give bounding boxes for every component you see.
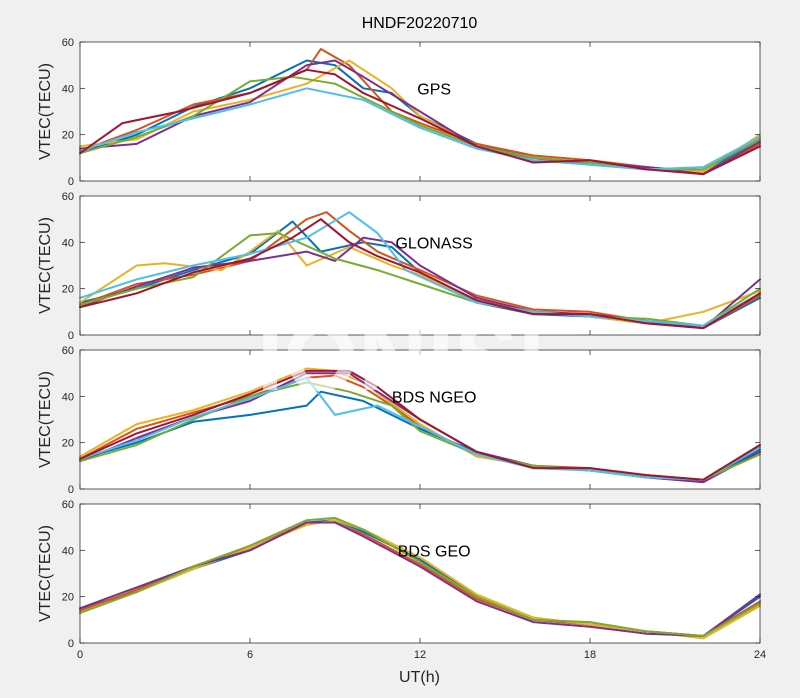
panel-3: 0 20 40 60 VTEC(TECU) BDS NGEO xyxy=(37,345,761,496)
y-axis-label: VTEC(TECU) xyxy=(37,63,54,160)
panel-label: BDS NGEO xyxy=(392,389,476,406)
series-line xyxy=(79,218,761,330)
panel-label: BDS GEO xyxy=(398,543,471,560)
y-tick-label: 60 xyxy=(62,345,74,357)
series-line xyxy=(79,59,761,176)
series-line xyxy=(79,516,761,637)
watermark: IONISE xyxy=(257,304,582,411)
y-tick-label: 0 xyxy=(68,330,74,342)
series-line xyxy=(79,211,761,327)
y-tick-label: 0 xyxy=(68,638,74,650)
y-tick-label: 40 xyxy=(62,237,74,249)
panel-label: GPS xyxy=(417,81,451,98)
series-line xyxy=(79,229,761,325)
y-tick-label: 20 xyxy=(62,592,74,604)
x-tick-label: 6 xyxy=(247,649,253,661)
panel-2: 0 20 40 60 VTEC(TECU) GLONASS xyxy=(37,191,761,342)
series-line xyxy=(79,376,761,481)
y-tick-label: 60 xyxy=(62,499,74,511)
y-axis-label: VTEC(TECU) xyxy=(37,217,54,314)
y-tick-label: 40 xyxy=(62,83,74,95)
y-tick-label: 0 xyxy=(68,484,74,496)
panel-1: 0 20 40 60 VTEC(TECU) GPS xyxy=(37,37,761,188)
y-tick-label: 60 xyxy=(62,37,74,49)
series-line xyxy=(79,68,761,176)
x-tick-label: 18 xyxy=(584,649,596,661)
series-line xyxy=(79,369,761,481)
x-tick-label: 12 xyxy=(414,649,426,661)
y-tick-label: 20 xyxy=(62,284,74,296)
y-tick-label: 40 xyxy=(62,391,74,403)
y-tick-label: 60 xyxy=(62,191,74,203)
y-tick-label: 40 xyxy=(62,545,74,557)
y-tick-label: 20 xyxy=(62,438,74,450)
panel-4: 0 20 40 60 0 6 12 18 24 VTEC(TECU) BDS GEO xyxy=(37,499,766,661)
x-tick-label: 0 xyxy=(77,649,83,661)
plot-area xyxy=(80,504,760,643)
x-axis-label: UT(h) xyxy=(399,669,440,686)
y-tick-label: 20 xyxy=(62,130,74,142)
x-tick-label: 24 xyxy=(754,649,766,661)
y-tick-label: 0 xyxy=(68,176,74,188)
y-axis-label: VTEC(TECU) xyxy=(37,371,54,468)
panel-label: GLONASS xyxy=(395,235,472,252)
chart-title: HNDF20220710 xyxy=(362,15,478,32)
y-axis-label: VTEC(TECU) xyxy=(37,525,54,622)
